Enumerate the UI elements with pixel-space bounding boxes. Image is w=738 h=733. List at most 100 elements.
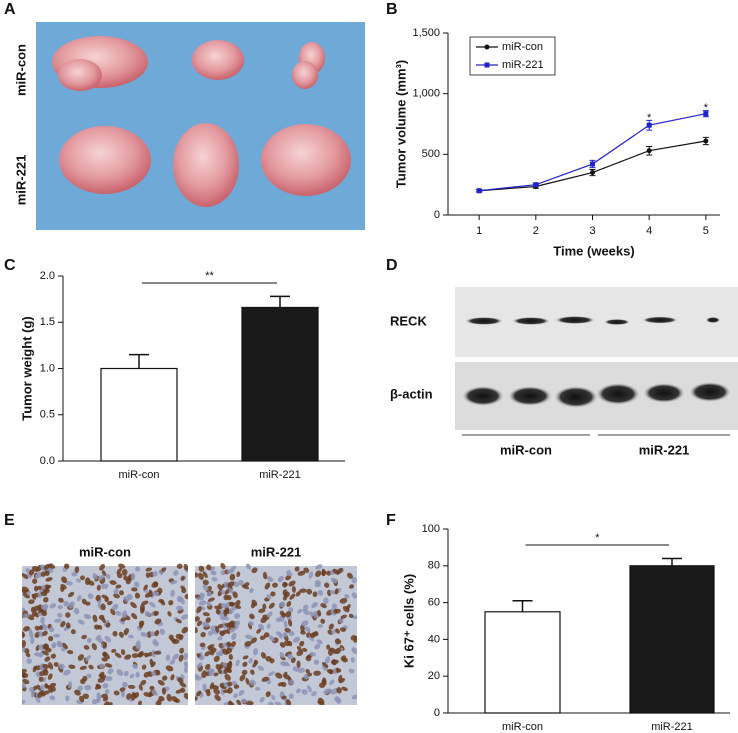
nucleus: [296, 660, 301, 668]
nucleus: [106, 702, 113, 705]
nucleus: [195, 696, 198, 702]
nucleus: [317, 700, 325, 705]
nucleus: [195, 627, 198, 634]
nucleus: [255, 686, 261, 691]
nucleus: [249, 613, 255, 620]
nucleus: [311, 691, 317, 697]
annotation: *: [647, 112, 652, 124]
y-axis-label: Tumor weight (g): [19, 316, 34, 420]
nucleus: [250, 669, 255, 675]
nucleus: [100, 603, 106, 611]
nucleus: [326, 644, 331, 650]
nucleus: [80, 575, 85, 581]
nucleus: [235, 659, 240, 667]
nucleus: [105, 676, 113, 682]
nucleus: [161, 675, 168, 681]
nucleus: [157, 679, 165, 686]
nucleus: [308, 571, 314, 579]
nucleus: [67, 591, 75, 598]
nucleus: [172, 653, 180, 660]
y-tick-label: 40: [428, 633, 440, 645]
nucleus: [63, 600, 69, 607]
nucleus: [301, 620, 309, 627]
nucleus: [26, 658, 32, 664]
nucleus: [128, 634, 134, 639]
nucleus: [338, 674, 343, 683]
nucleus: [321, 661, 329, 668]
nucleus: [61, 576, 68, 584]
nucleus: [202, 584, 209, 591]
nucleus: [329, 590, 337, 595]
nucleus: [179, 596, 185, 605]
nucleus: [217, 636, 223, 641]
nucleus: [287, 640, 293, 647]
nucleus: [331, 603, 338, 609]
nucleus: [257, 665, 265, 671]
nucleus: [311, 601, 318, 609]
x-tick-label: 5: [703, 225, 709, 237]
nucleus: [305, 669, 310, 674]
nucleus: [99, 563, 106, 571]
nucleus: [152, 591, 160, 596]
nucleus: [98, 671, 105, 678]
nucleus: [165, 665, 174, 672]
nucleus: [309, 651, 317, 657]
nucleus: [168, 600, 174, 606]
nucleus: [132, 663, 138, 670]
nucleus: [258, 623, 265, 631]
nucleus: [202, 683, 207, 692]
nucleus: [43, 669, 49, 676]
nucleus: [250, 637, 257, 644]
nucleus: [143, 584, 148, 591]
nucleus: [139, 622, 144, 629]
nucleus: [206, 690, 211, 697]
nucleus: [268, 635, 275, 642]
nucleus: [235, 605, 242, 609]
y-tick-label: 500: [422, 148, 440, 160]
nucleus: [84, 577, 91, 586]
nucleus: [214, 626, 220, 633]
nucleus: [225, 648, 233, 654]
nucleus: [207, 644, 215, 649]
nucleus: [39, 684, 46, 689]
y-tick-label: 0.5: [40, 409, 55, 421]
nucleus: [266, 594, 272, 600]
nucleus: [330, 577, 338, 584]
nucleus: [114, 652, 122, 658]
nucleus: [43, 563, 51, 570]
nucleus: [199, 655, 205, 661]
nucleus: [279, 610, 285, 616]
nucleus: [165, 654, 171, 661]
nucleus: [38, 625, 44, 630]
nucleus: [266, 623, 271, 630]
nucleus: [280, 681, 287, 687]
nucleus: [201, 670, 208, 679]
nucleus: [102, 651, 108, 657]
nucleus: [169, 659, 176, 665]
nucleus: [351, 592, 357, 599]
nucleus: [241, 669, 248, 676]
x-tick-label: 1: [476, 225, 482, 237]
nucleus: [50, 685, 56, 692]
nucleus: [58, 663, 65, 670]
nucleus: [63, 669, 71, 676]
nucleus: [266, 576, 274, 582]
y-tick-label: 1.0: [40, 362, 55, 374]
nucleus: [236, 699, 242, 705]
nucleus: [351, 694, 357, 700]
nucleus: [158, 569, 164, 576]
nucleus: [262, 571, 268, 580]
nucleus: [285, 699, 292, 705]
nucleus: [48, 563, 56, 569]
nucleus: [82, 693, 90, 700]
nucleus: [87, 593, 94, 599]
nucleus: [175, 633, 183, 640]
nucleus: [48, 626, 55, 633]
nucleus: [107, 600, 113, 606]
nucleus: [275, 672, 283, 679]
nucleus: [265, 655, 272, 662]
nucleus: [323, 597, 329, 605]
group-label: miR-221: [639, 442, 690, 457]
panel-label: F: [386, 512, 396, 529]
nucleus: [45, 647, 52, 653]
